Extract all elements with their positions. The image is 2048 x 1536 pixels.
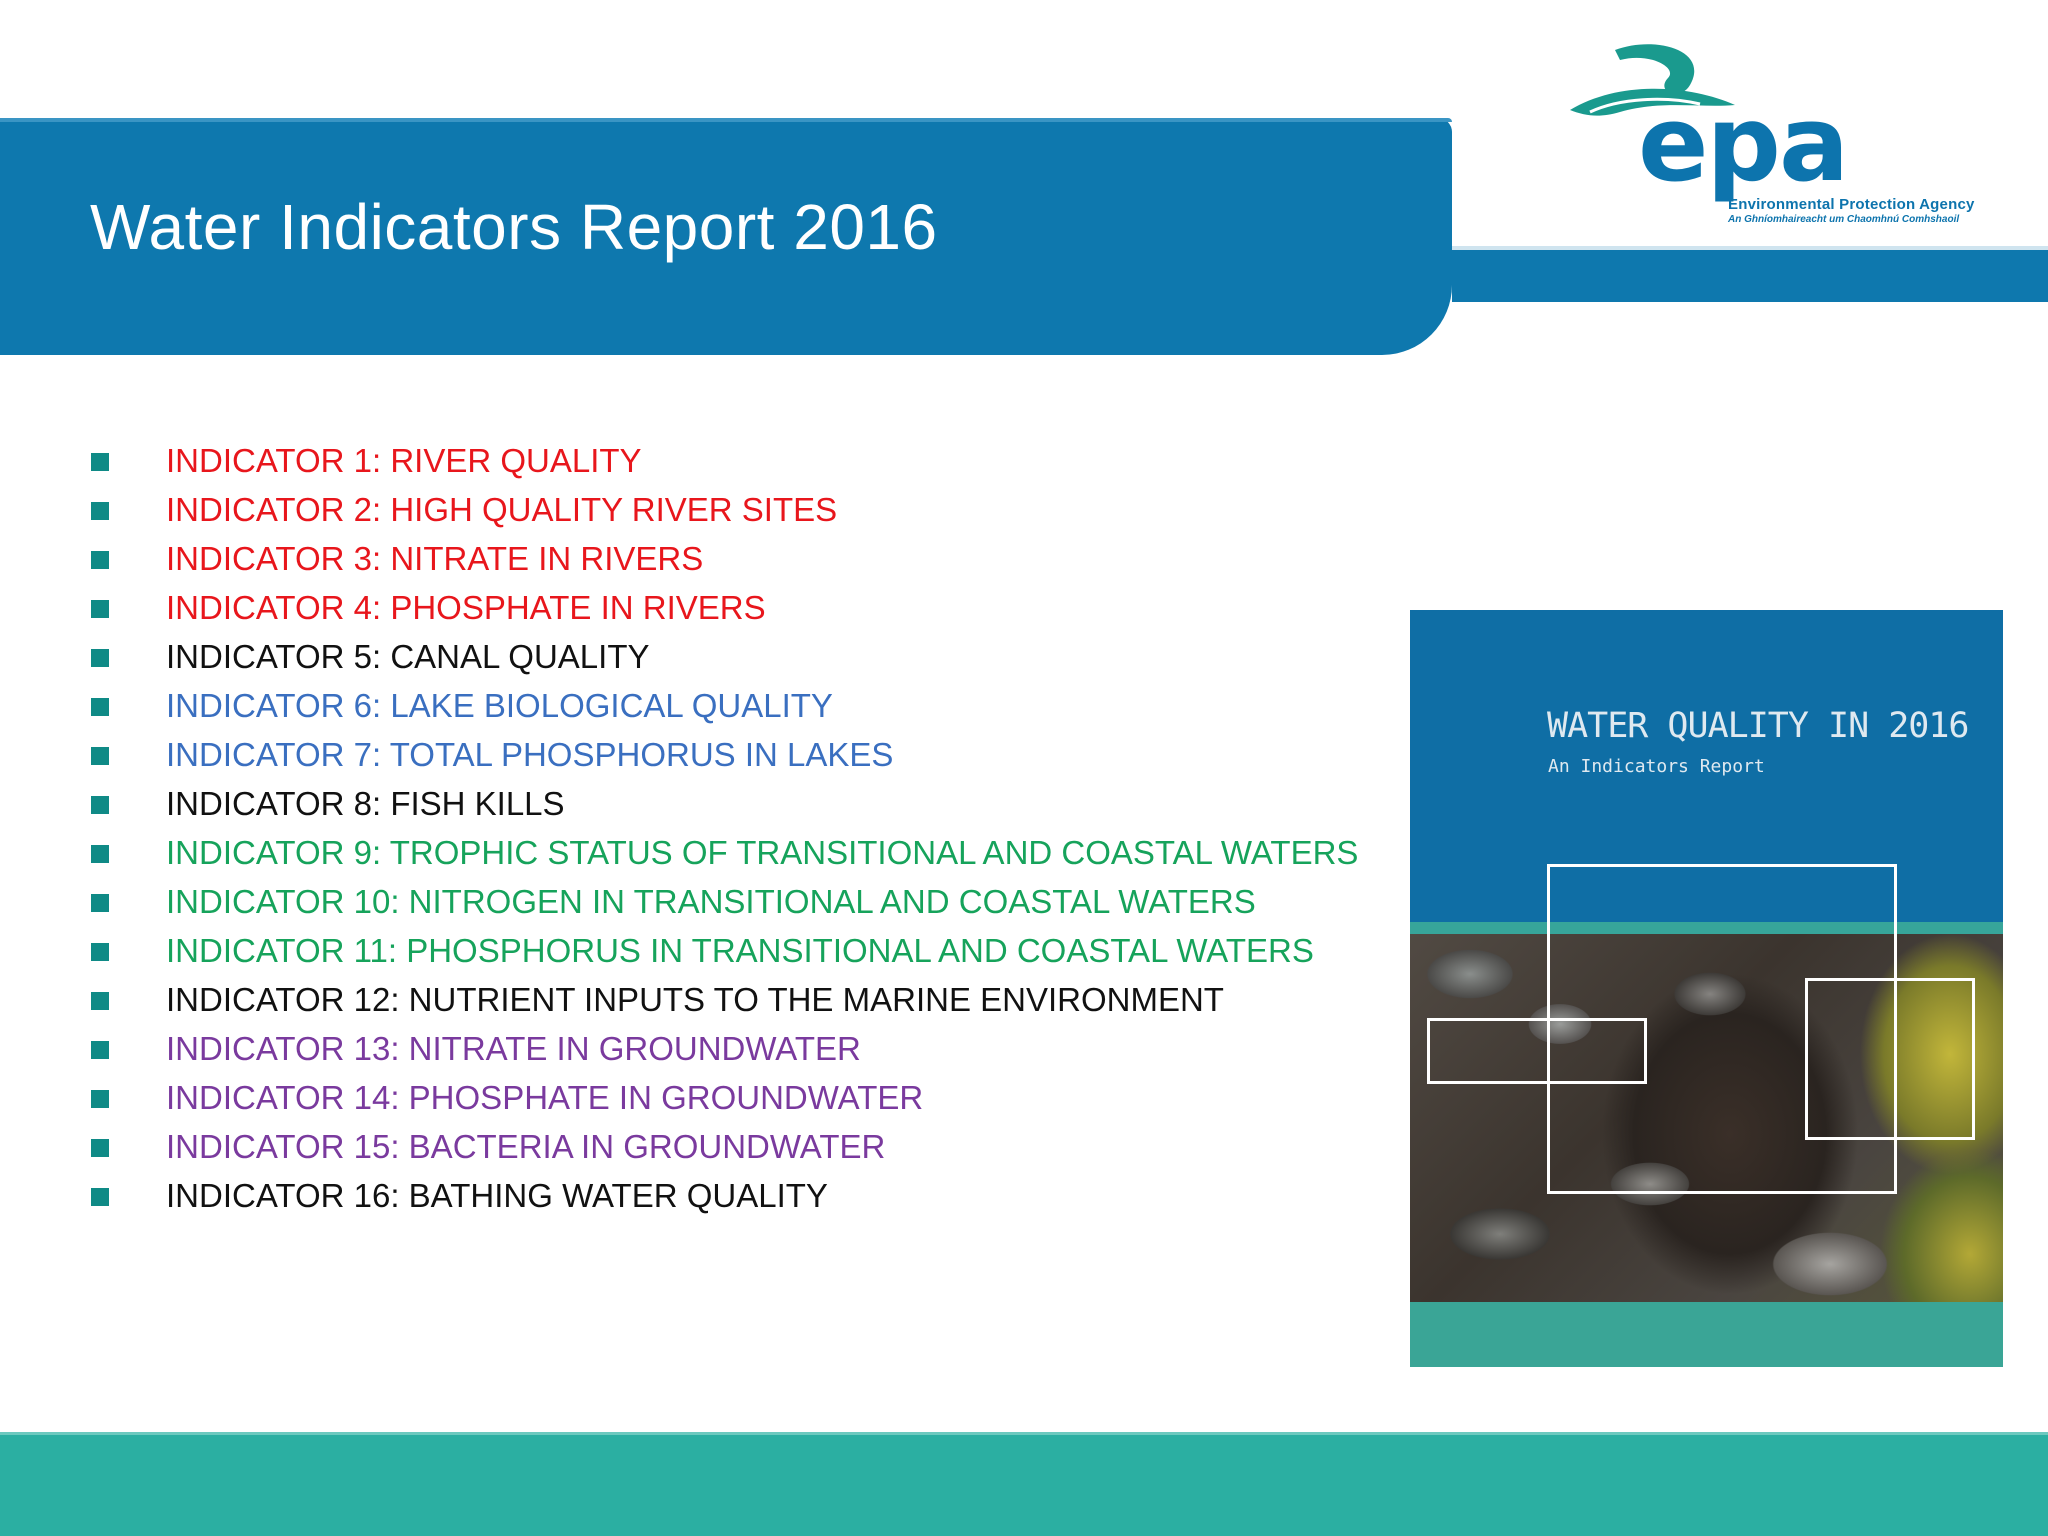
square-bullet-icon [91, 453, 109, 471]
agency-name-english: Environmental Protection Agency [1728, 196, 1975, 213]
indicator-label: INDICATOR 2: HIGH QUALITY RIVER SITES [166, 491, 838, 528]
square-bullet-icon [91, 502, 109, 520]
indicator-item: INDICATOR 14: PHOSPHATE IN GROUNDWATER [0, 1073, 1420, 1122]
square-bullet-icon [91, 894, 109, 912]
report-cover-image: WATER QUALITY IN 2016 An Indicators Repo… [1410, 610, 2003, 1367]
cover-bottom-band [1410, 1302, 2003, 1367]
square-bullet-icon [91, 649, 109, 667]
indicator-item: INDICATOR 4: PHOSPHATE IN RIVERS [0, 583, 1420, 632]
indicator-label: INDICATOR 8: FISH KILLS [166, 785, 565, 822]
indicator-item: INDICATOR 12: NUTRIENT INPUTS TO THE MAR… [0, 975, 1420, 1024]
indicator-item: INDICATOR 9: TROPHIC STATUS OF TRANSITIO… [0, 828, 1420, 877]
indicator-label: INDICATOR 15: BACTERIA IN GROUNDWATER [166, 1128, 886, 1165]
cover-top-panel [1410, 610, 2003, 922]
indicator-label: INDICATOR 12: NUTRIENT INPUTS TO THE MAR… [166, 981, 1224, 1018]
footer-band [0, 1432, 2048, 1536]
indicator-label: INDICATOR 5: CANAL QUALITY [166, 638, 650, 675]
indicator-label: INDICATOR 10: NITROGEN IN TRANSITIONAL A… [166, 883, 1256, 920]
indicator-item: INDICATOR 2: HIGH QUALITY RIVER SITES [0, 485, 1420, 534]
cover-title: WATER QUALITY IN 2016 [1547, 706, 1970, 746]
indicator-label: INDICATOR 14: PHOSPHATE IN GROUNDWATER [166, 1079, 924, 1116]
header-band [0, 118, 1452, 355]
indicator-label: INDICATOR 16: BATHING WATER QUALITY [166, 1177, 828, 1214]
river-photo [1410, 934, 2003, 1312]
epa-logo: epa Environmental Protection Agency An G… [1560, 30, 1974, 230]
square-bullet-icon [91, 1139, 109, 1157]
indicator-item: INDICATOR 5: CANAL QUALITY [0, 632, 1420, 681]
indicator-item: INDICATOR 10: NITROGEN IN TRANSITIONAL A… [0, 877, 1420, 926]
agency-name-irish: An Ghníomhaireacht um Chaomhnú Comhshaoi… [1728, 214, 1960, 225]
square-bullet-icon [91, 943, 109, 961]
photo-frame-main [1547, 864, 1897, 1194]
photo-frame-right [1805, 978, 1975, 1140]
square-bullet-icon [91, 992, 109, 1010]
indicator-item: INDICATOR 11: PHOSPHORUS IN TRANSITIONAL… [0, 926, 1420, 975]
indicator-label: INDICATOR 1: RIVER QUALITY [166, 442, 642, 479]
square-bullet-icon [91, 1188, 109, 1206]
indicator-item: INDICATOR 15: BACTERIA IN GROUNDWATER [0, 1122, 1420, 1171]
header-band-extension [1452, 246, 2048, 302]
square-bullet-icon [91, 747, 109, 765]
indicator-item: INDICATOR 16: BATHING WATER QUALITY [0, 1171, 1420, 1220]
square-bullet-icon [91, 698, 109, 716]
square-bullet-icon [91, 1090, 109, 1108]
indicator-label: INDICATOR 4: PHOSPHATE IN RIVERS [166, 589, 766, 626]
epa-wordmark: epa [1638, 83, 1849, 205]
indicator-list: INDICATOR 1: RIVER QUALITY INDICATOR 2: H… [0, 436, 1420, 1220]
square-bullet-icon [91, 551, 109, 569]
indicator-item: INDICATOR 3: NITRATE IN RIVERS [0, 534, 1420, 583]
indicator-label: INDICATOR 11: PHOSPHORUS IN TRANSITIONAL… [166, 932, 1314, 969]
indicator-label: INDICATOR 13: NITRATE IN GROUNDWATER [166, 1030, 861, 1067]
indicator-item: INDICATOR 6: LAKE BIOLOGICAL QUALITY [0, 681, 1420, 730]
indicator-label: INDICATOR 6: LAKE BIOLOGICAL QUALITY [166, 687, 833, 724]
cover-stripe [1410, 922, 2003, 934]
square-bullet-icon [91, 796, 109, 814]
indicator-label: INDICATOR 7: TOTAL PHOSPHORUS IN LAKES [166, 736, 894, 773]
square-bullet-icon [91, 845, 109, 863]
photo-frame-left [1427, 1018, 1647, 1084]
indicator-item: INDICATOR 8: FISH KILLS [0, 779, 1420, 828]
indicator-label: INDICATOR 3: NITRATE IN RIVERS [166, 540, 704, 577]
indicator-item: INDICATOR 1: RIVER QUALITY [0, 436, 1420, 485]
square-bullet-icon [91, 1041, 109, 1059]
swan-icon [1570, 44, 1735, 116]
indicator-item: INDICATOR 13: NITRATE IN GROUNDWATER [0, 1024, 1420, 1073]
cover-subtitle: An Indicators Report [1548, 756, 1765, 777]
slide-title: Water Indicators Report 2016 [90, 191, 938, 263]
indicator-item: INDICATOR 7: TOTAL PHOSPHORUS IN LAKES [0, 730, 1420, 779]
indicator-label: INDICATOR 9: TROPHIC STATUS OF TRANSITIO… [166, 834, 1359, 871]
square-bullet-icon [91, 600, 109, 618]
